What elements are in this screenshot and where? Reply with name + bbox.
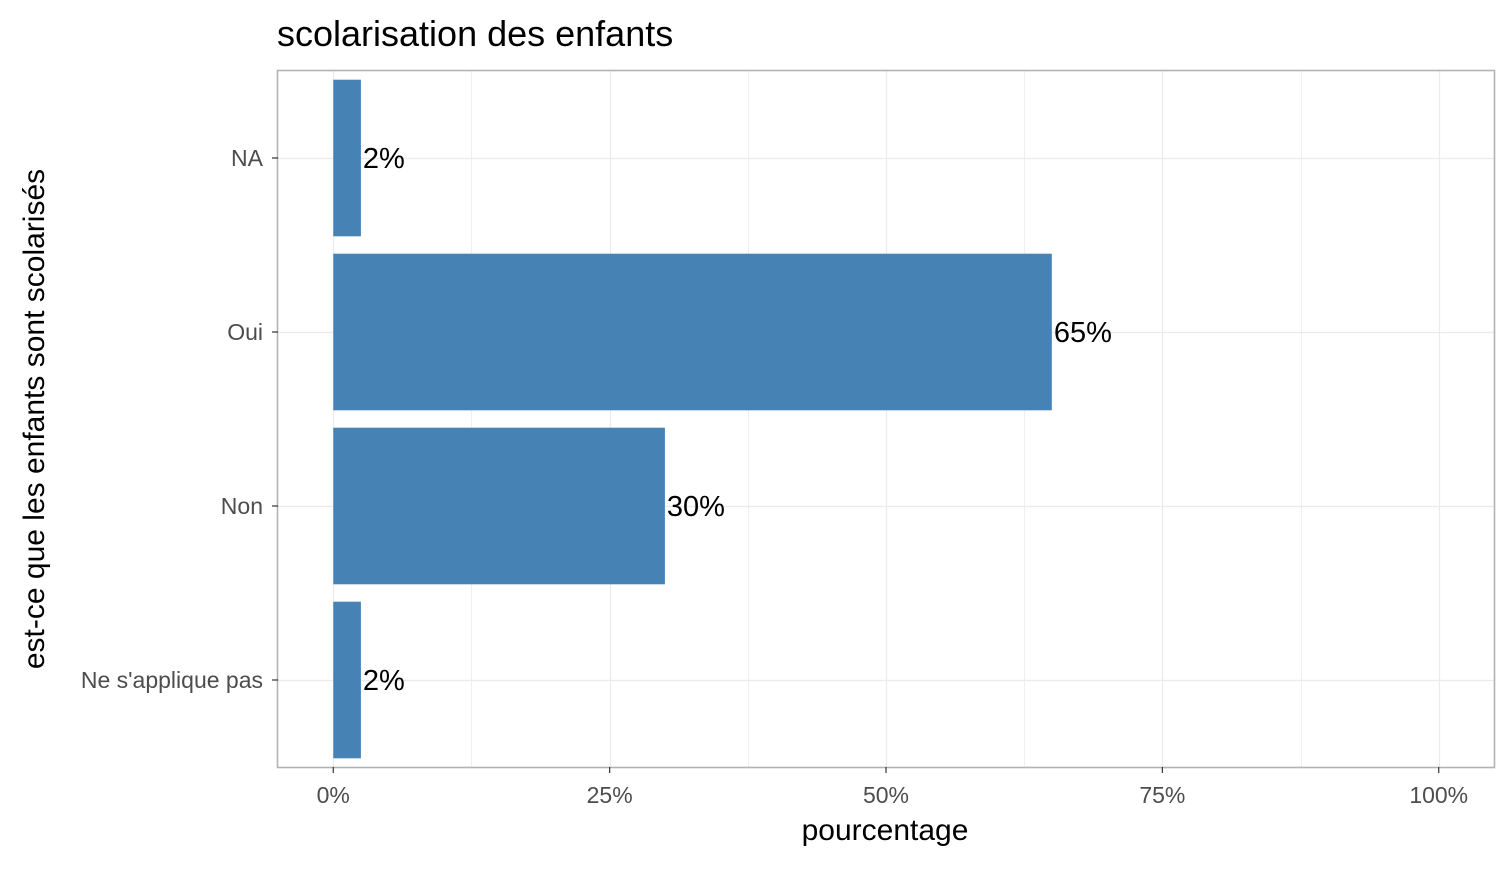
grid-lines: [278, 71, 1494, 767]
y-tick-label: Oui: [227, 319, 263, 345]
x-tick-label: 25%: [587, 782, 633, 808]
bar: [333, 601, 361, 759]
x-tick-label: 100%: [1409, 782, 1468, 808]
bar: [333, 79, 361, 237]
chart-title: scolarisation des enfants: [277, 13, 673, 54]
axes: NA Oui Non Ne s'applique pas 0% 25% 50% 75% 100%: [81, 145, 1468, 808]
x-tick-label: 75%: [1139, 782, 1185, 808]
y-tick-label: NA: [231, 145, 264, 171]
y-axis-title: est-ce que les enfants sont scolarisés: [18, 169, 51, 669]
data-label: 65%: [1054, 317, 1112, 349]
bars: [333, 79, 1052, 759]
data-label: 2%: [363, 143, 405, 175]
data-labels: 2% 65% 30% 2%: [363, 143, 1112, 697]
data-label: 30%: [667, 491, 725, 523]
bar: [333, 427, 665, 585]
x-tick-label: 50%: [863, 782, 909, 808]
x-axis-title: pourcentage: [802, 814, 969, 847]
y-tick-label: Non: [221, 493, 263, 519]
x-tick-label: 0%: [317, 782, 350, 808]
y-tick-label: Ne s'applique pas: [81, 667, 263, 693]
data-label: 2%: [363, 665, 405, 697]
bar: [333, 253, 1052, 411]
